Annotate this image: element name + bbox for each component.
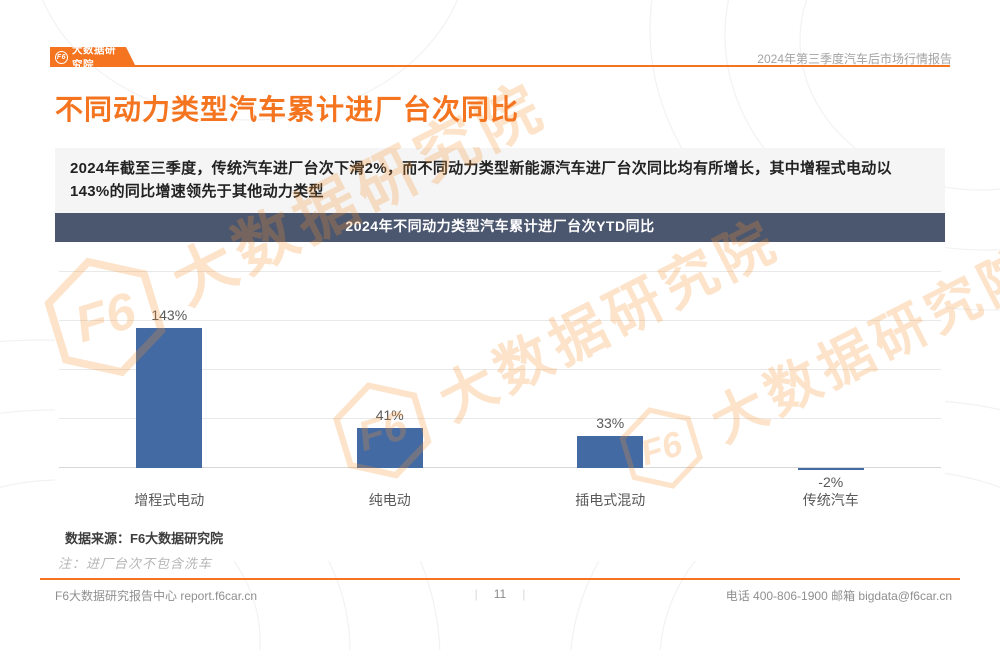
category-label: 插电式混动 — [575, 492, 646, 508]
brand-name: 大数据研究院 — [72, 44, 116, 71]
bar — [356, 427, 423, 468]
header-divider — [50, 65, 950, 67]
separator: | — [522, 587, 526, 601]
brand-badge: F6 大数据研究院 — [50, 47, 136, 67]
bar-column: 33% — [500, 242, 721, 482]
footer-divider — [40, 578, 960, 580]
report-title: 2024年第三季度汽车后市场行情报告 — [757, 52, 952, 66]
bar — [136, 327, 203, 468]
chart-card: 2024年不同动力类型汽车累计进厂台次YTD同比 143% 41% 33% -2% 增… — [55, 210, 945, 561]
category-label: 增程式电动 — [134, 492, 205, 508]
footer-right-text: 电话 400-806-1900 邮箱 bigdata@f6car.cn — [725, 589, 952, 603]
page-title: 不同动力类型汽车累计进厂台次同比 — [55, 94, 520, 125]
category-label: 纯电动 — [368, 492, 411, 508]
f6-logo-icon: F6 — [55, 51, 68, 64]
gridline — [59, 271, 941, 272]
gridline — [59, 369, 941, 370]
plot-area: 143% 41% 33% -2% — [59, 242, 942, 490]
x-axis-line — [59, 467, 941, 468]
bar — [797, 468, 864, 470]
bar-column: 41% — [280, 242, 501, 482]
page-number: | 11 | — [474, 587, 526, 601]
value-label: 33% — [596, 414, 625, 431]
category-labels: 增程式电动 纯电动 插电式混动 传统汽车 — [59, 482, 941, 512]
value-label: 143% — [151, 306, 188, 323]
bar-column: -2% — [721, 242, 942, 490]
bar-column: 143% — [59, 242, 280, 482]
gridline — [59, 320, 941, 321]
bar — [577, 435, 644, 468]
separator: | — [474, 587, 478, 601]
chart-title: 2024年不同动力类型汽车累计进厂台次YTD同比 — [55, 210, 945, 242]
value-label: -2% — [818, 474, 844, 490]
chart-note: 注：进厂台次不包含洗车 — [58, 556, 213, 571]
gridline — [59, 418, 941, 419]
summary-text: 2024年截至三季度，传统汽车进厂台次下滑2%，而不同动力类型新能源汽车进厂台次… — [55, 148, 945, 213]
value-label: 41% — [375, 406, 404, 423]
